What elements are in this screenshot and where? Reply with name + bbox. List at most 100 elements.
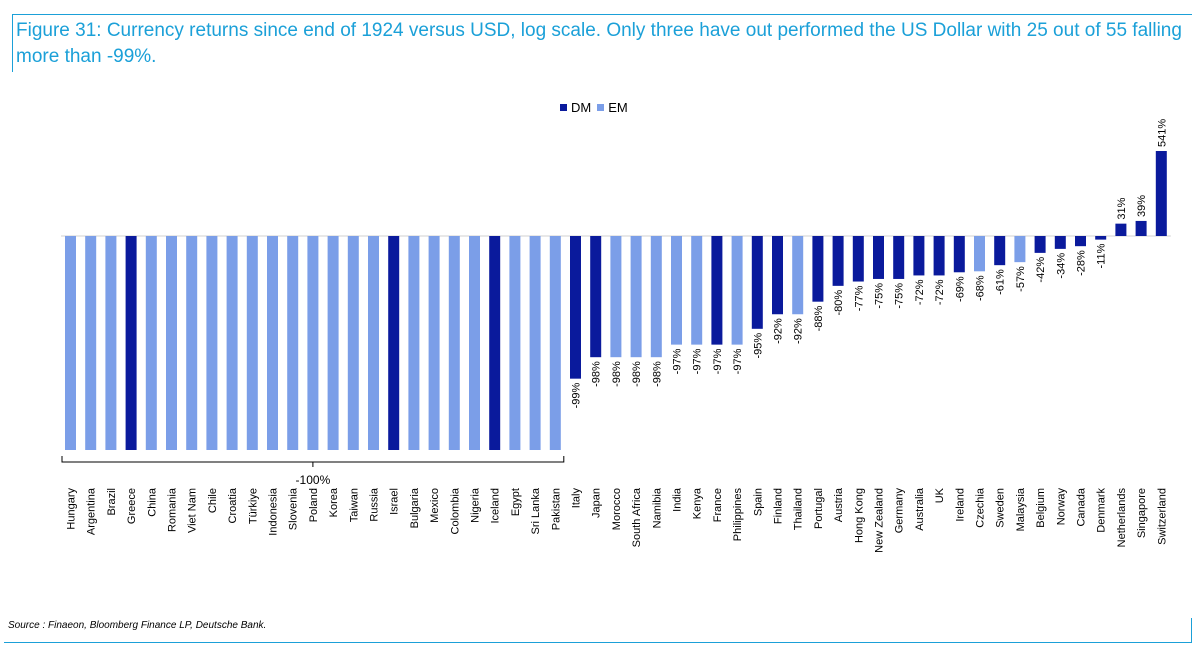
category-label-netherlands: Netherlands [1116,488,1128,548]
category-label-belgium: Belgium [1035,488,1047,528]
data-label-kenya: -97% [692,348,704,374]
data-label-thailand: -92% [793,318,805,344]
bar-japan [590,236,602,358]
category-label-thailand: Thailand [793,488,805,530]
bar-denmark [1095,236,1107,240]
data-label-australia: -72% [914,279,926,305]
category-label-denmark: Denmark [1096,488,1108,533]
category-label-uk: UK [934,487,946,503]
data-label-singapore: 39% [1136,195,1148,217]
category-label-italy: Italy [571,488,583,509]
category-label-czechia: Czechia [975,487,987,528]
data-label-norway: -34% [1055,253,1067,279]
bar-poland [307,236,319,450]
bar-ireland [953,236,965,273]
category-label-ireland: Ireland [954,488,966,522]
data-label-japan: -98% [591,361,603,387]
data-label-portugal: -88% [813,305,825,331]
category-label-portugal: Portugal [813,488,825,529]
category-label-germany: Germany [894,488,906,534]
bar-south-africa [630,236,642,358]
category-label-finland: Finland [773,488,785,524]
bar-sweden [994,236,1006,266]
category-label-greece: Greece [126,488,138,524]
title-frame-top [12,14,1192,15]
bar-nigeria [469,236,480,450]
bar-argentina [85,236,97,450]
category-label-romania: Romania [167,487,179,532]
data-label-finland: -92% [773,318,785,344]
category-label-bulgaria: Bulgaria [409,487,421,528]
category-label-france: France [712,488,724,522]
title-frame-left [12,14,13,72]
category-label-singapore: Singapore [1136,488,1148,538]
bar-namibia [650,236,662,358]
category-label-nigeria: Nigeria [470,487,482,523]
bar-mexico [428,236,440,450]
bar-australia [913,236,925,276]
category-label-russia: Russia [369,487,381,522]
category-label-south-africa: South Africa [631,487,643,547]
data-label-new-zealand: -75% [874,283,886,309]
bar-finland [772,236,783,315]
bar-uk [933,236,945,276]
legend-swatch-em [597,104,605,111]
bar-taiwan [347,236,359,450]
bar-croatia [226,236,238,450]
data-label-spain: -95% [752,333,764,359]
category-label-korea: Korea [328,487,340,517]
category-label-china: China [146,487,158,517]
data-label-canada: -28% [1076,250,1088,276]
bar-romania [166,236,177,450]
category-label-brazil: Brazil [106,488,118,516]
data-label-belgium: -42% [1035,257,1047,283]
category-label-sweden: Sweden [995,488,1007,528]
bar-greece [125,236,137,450]
legend-item-em: EM [597,100,628,115]
data-label-south-africa: -98% [631,361,643,387]
chart-legend: DM EM [560,100,634,115]
bar-israel [388,236,400,450]
category-label-croatia: Croatia [227,487,239,523]
category-label-egypt: Egypt [510,488,522,516]
legend-swatch-dm [560,104,567,111]
data-label-ireland: -69% [954,276,966,302]
data-label-austria: -80% [833,290,845,316]
bar-china [145,236,157,450]
bar-philippines [731,236,743,345]
category-label-indonesia: Indonesia [268,487,280,536]
bar-italy [570,236,581,379]
bar-belgium [1034,236,1046,253]
category-label-austria: Austria [833,487,845,522]
bar-canada [1075,236,1086,247]
footer-frame-right [1191,618,1192,643]
bar-pakistan [549,236,561,450]
bar-russia [368,236,379,450]
bar-brazil [105,236,117,450]
legend-label-dm: DM [571,100,592,115]
bar-t-rkiye [246,236,258,450]
legend-item-dm: DM [560,100,591,115]
category-label-spain: Spain [752,488,764,516]
category-label-hungary: Hungary [66,488,78,530]
data-label-czechia: -68% [975,275,987,301]
bar-indonesia [267,236,278,450]
bar-kenya [691,236,703,345]
data-label-denmark: -11% [1096,243,1108,268]
category-label-taiwan: Taiwan [348,488,360,522]
category-label-israel: Israel [389,488,401,515]
bar-netherlands [1115,223,1127,236]
category-label-new-zealand: New Zealand [874,488,886,553]
category-label-colombia: Colombia [449,487,461,534]
bar-korea [327,236,339,450]
data-label-uk: -72% [934,279,946,305]
bar-morocco [610,236,622,358]
data-label-namibia: -98% [651,361,663,387]
data-label-germany: -75% [894,283,906,309]
category-label-norway: Norway [1055,488,1067,526]
bar-chart: Hungary Argentina Brazil Greece China Romania… [61,119,1171,553]
bar-hungary [65,236,76,450]
bar-portugal [812,236,824,302]
bar-thailand [792,236,804,315]
group-bracket [61,456,565,463]
